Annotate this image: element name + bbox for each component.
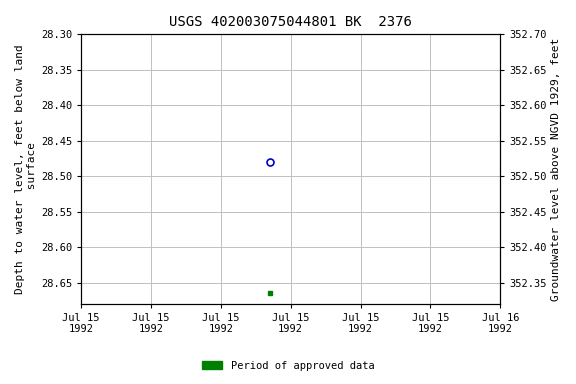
Legend: Period of approved data: Period of approved data: [198, 357, 378, 375]
Y-axis label: Groundwater level above NGVD 1929, feet: Groundwater level above NGVD 1929, feet: [551, 38, 561, 301]
Title: USGS 402003075044801 BK  2376: USGS 402003075044801 BK 2376: [169, 15, 412, 29]
Y-axis label: Depth to water level, feet below land
 surface: Depth to water level, feet below land su…: [15, 44, 37, 294]
